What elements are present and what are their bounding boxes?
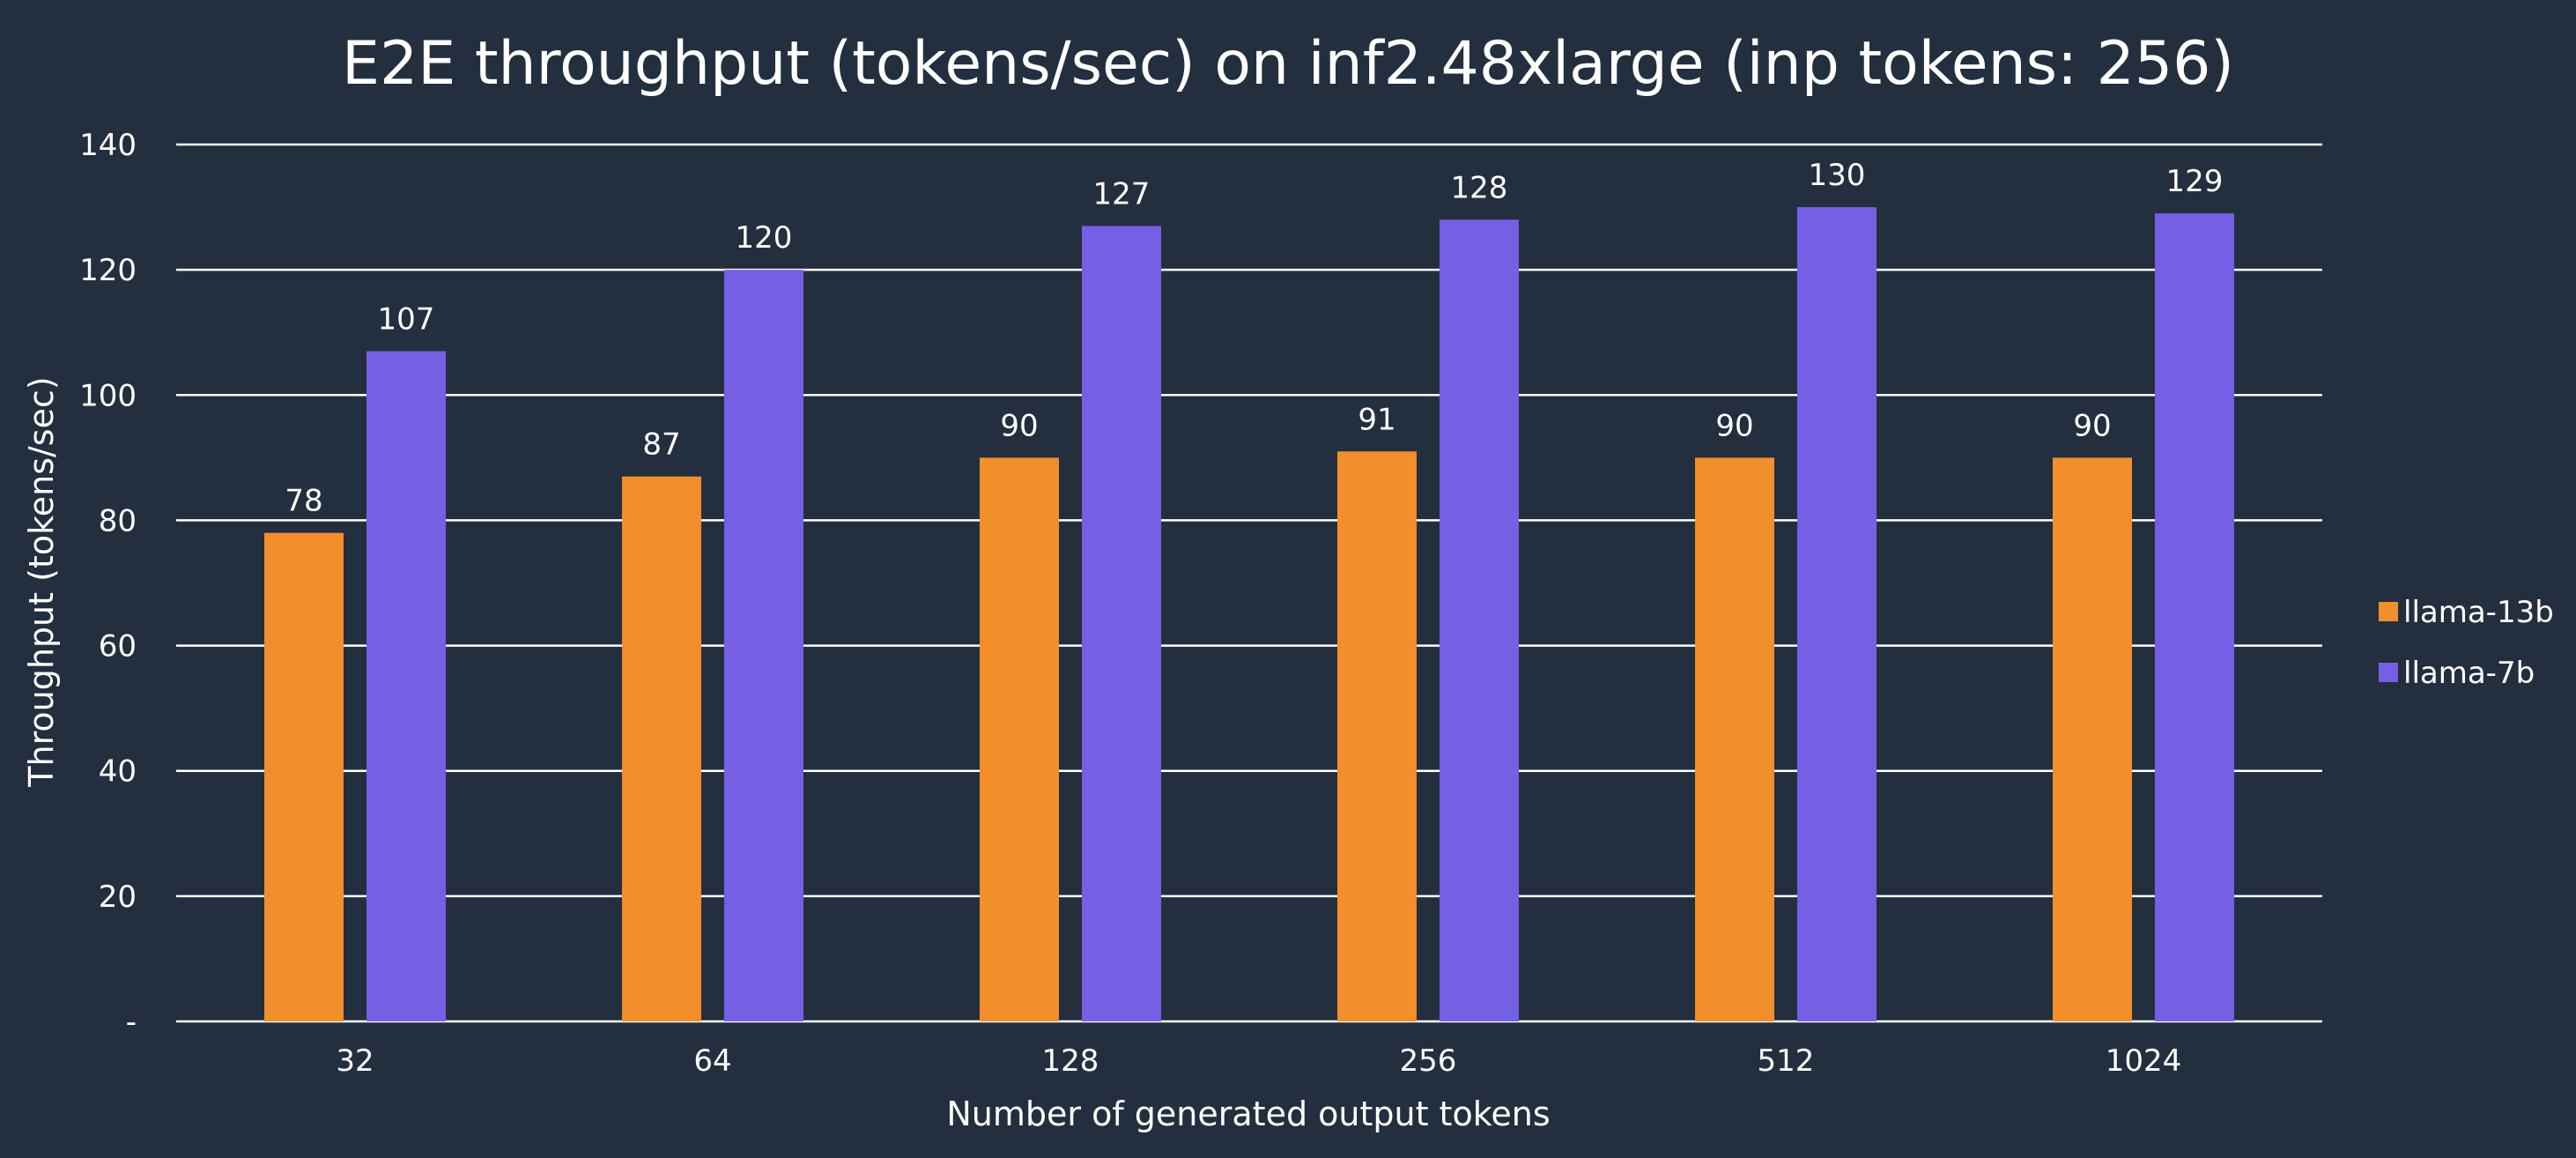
x-axis-title: Number of generated output tokens: [946, 1095, 1550, 1133]
y-tick-label: 80: [99, 503, 137, 538]
data-labels: 78 107 87 120 90 127 91 128 90 130 90 129: [285, 158, 2223, 519]
legend-label-llama-13b: llama-13b: [2403, 595, 2554, 630]
x-axis-ticks: 32 64 128 256 512 1024: [336, 1043, 2181, 1079]
data-label-llama-13b-32: 78: [285, 484, 322, 519]
data-label-llama-13b-64: 87: [642, 427, 680, 463]
y-axis-title: Throughput (tokens/sec): [22, 376, 61, 787]
gridlines: [176, 143, 2322, 1023]
legend-swatch-llama-7b: [2379, 663, 2398, 682]
y-tick-label: 140: [79, 128, 137, 163]
bar-llama-13b-128: [980, 457, 1059, 1021]
bar-llama-7b-1024: [2155, 213, 2234, 1021]
bar-llama-7b-128: [1082, 226, 1161, 1022]
data-label-llama-7b-32: 107: [378, 302, 435, 338]
bar-llama-13b-256: [1337, 451, 1417, 1021]
y-tick-label: 20: [99, 880, 137, 915]
bar-llama-13b-64: [622, 476, 701, 1021]
legend: llama-13b llama-7b: [2379, 595, 2554, 691]
x-tick-label: 256: [1400, 1043, 1457, 1079]
x-tick-label: 512: [1758, 1043, 1815, 1079]
x-tick-label: 1024: [2106, 1043, 2182, 1079]
y-tick-label: 40: [99, 754, 137, 790]
y-tick-label: 100: [79, 378, 137, 413]
bar-llama-7b-64: [724, 270, 803, 1022]
bar-llama-7b-512: [1797, 207, 1876, 1022]
bar-llama-7b-256: [1440, 219, 1519, 1022]
x-tick-label: 64: [693, 1043, 731, 1079]
bar-llama-13b-512: [1695, 457, 1774, 1021]
bar-llama-13b-32: [264, 532, 344, 1021]
legend-label-llama-7b: llama-7b: [2403, 656, 2535, 691]
y-tick-label: 120: [79, 253, 137, 288]
bar-llama-13b-1024: [2053, 457, 2132, 1021]
data-label-llama-13b-256: 91: [1358, 402, 1395, 437]
y-axis-ticks: - 20 40 60 80 100 120 140: [79, 128, 137, 1040]
bar-llama-7b-32: [366, 351, 446, 1021]
y-tick-label: 60: [99, 629, 137, 664]
data-label-llama-13b-1024: 90: [2073, 408, 2111, 443]
data-label-llama-13b-512: 90: [1715, 408, 1753, 443]
data-label-llama-7b-128: 127: [1093, 176, 1151, 212]
bars: [264, 207, 2234, 1022]
chart-title: E2E throughput (tokens/sec) on inf2.48xl…: [342, 29, 2234, 99]
x-tick-label: 32: [336, 1043, 374, 1079]
data-label-llama-7b-256: 128: [1451, 170, 1508, 205]
data-label-llama-13b-128: 90: [1000, 408, 1038, 443]
data-label-llama-7b-512: 130: [1809, 158, 1866, 193]
data-label-llama-7b-64: 120: [736, 220, 793, 256]
data-label-llama-7b-1024: 129: [2166, 164, 2224, 199]
legend-swatch-llama-13b: [2379, 602, 2398, 621]
x-tick-label: 128: [1042, 1043, 1099, 1079]
y-tick-label: -: [126, 1005, 137, 1040]
